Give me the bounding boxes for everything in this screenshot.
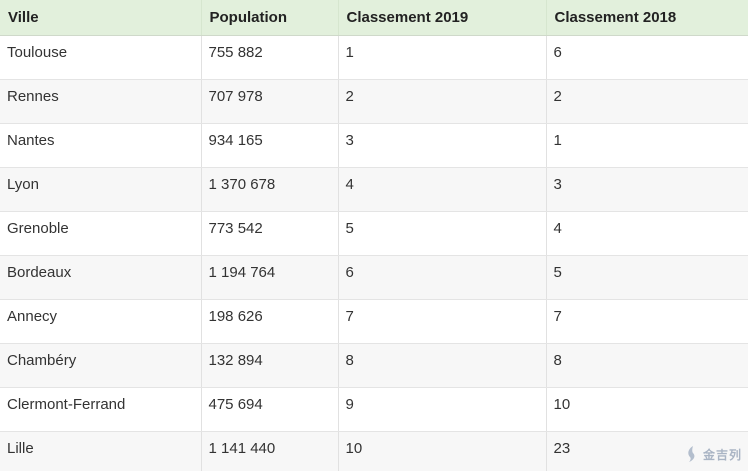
cell-classement-2019: 10 bbox=[338, 431, 547, 471]
cell-ville: Nantes bbox=[0, 123, 202, 168]
table-row: Lyon 1 370 678 4 3 bbox=[0, 167, 748, 212]
cell-ville: Chambéry bbox=[0, 343, 202, 388]
cell-population: 934 165 bbox=[201, 123, 339, 168]
cell-classement-2018: 4 bbox=[546, 211, 748, 256]
table-row: Annecy 198 626 7 7 bbox=[0, 299, 748, 344]
cell-population: 132 894 bbox=[201, 343, 339, 388]
logo-mark-icon bbox=[684, 445, 700, 463]
table-row: Nantes 934 165 3 1 bbox=[0, 123, 748, 168]
cell-classement-2018: 1 bbox=[546, 123, 748, 168]
header-ville: Ville bbox=[0, 0, 202, 36]
cell-population: 475 694 bbox=[201, 387, 339, 432]
cell-classement-2019: 2 bbox=[338, 79, 547, 124]
cell-ville: Grenoble bbox=[0, 211, 202, 256]
cell-ville: Toulouse bbox=[0, 35, 202, 80]
cell-ville: Annecy bbox=[0, 299, 202, 344]
header-classement-2018: Classement 2018 bbox=[546, 0, 748, 36]
cell-classement-2019: 5 bbox=[338, 211, 547, 256]
table-header-row: Ville Population Classement 2019 Classem… bbox=[0, 0, 748, 36]
cell-ville: Lille bbox=[0, 431, 202, 471]
cell-classement-2018: 2 bbox=[546, 79, 748, 124]
cell-population: 1 194 764 bbox=[201, 255, 339, 300]
cell-classement-2019: 8 bbox=[338, 343, 547, 388]
cell-ville: Lyon bbox=[0, 167, 202, 212]
watermark: 金吉列 bbox=[684, 445, 742, 463]
cell-population: 773 542 bbox=[201, 211, 339, 256]
table-row: Lille 1 141 440 10 23 bbox=[0, 431, 748, 471]
cell-classement-2018: 5 bbox=[546, 255, 748, 300]
cell-classement-2019: 4 bbox=[338, 167, 547, 212]
cell-classement-2019: 1 bbox=[338, 35, 547, 80]
cell-classement-2018: 8 bbox=[546, 343, 748, 388]
cell-ville: Rennes bbox=[0, 79, 202, 124]
cell-classement-2018: 6 bbox=[546, 35, 748, 80]
cell-classement-2019: 3 bbox=[338, 123, 547, 168]
header-population: Population bbox=[201, 0, 339, 36]
cell-classement-2018: 7 bbox=[546, 299, 748, 344]
cell-population: 1 370 678 bbox=[201, 167, 339, 212]
cell-population: 1 141 440 bbox=[201, 431, 339, 471]
table-row: Chambéry 132 894 8 8 bbox=[0, 343, 748, 388]
cell-population: 198 626 bbox=[201, 299, 339, 344]
cell-classement-2018: 3 bbox=[546, 167, 748, 212]
cell-classement-2018: 23 bbox=[546, 431, 748, 471]
cell-ville: Clermont-Ferrand bbox=[0, 387, 202, 432]
cell-classement-2019: 9 bbox=[338, 387, 547, 432]
table-row: Rennes 707 978 2 2 bbox=[0, 79, 748, 124]
cell-population: 755 882 bbox=[201, 35, 339, 80]
cell-population: 707 978 bbox=[201, 79, 339, 124]
watermark-text: 金吉列 bbox=[702, 447, 742, 462]
table-row: Toulouse 755 882 1 6 bbox=[0, 35, 748, 80]
cell-classement-2018: 10 bbox=[546, 387, 748, 432]
cell-classement-2019: 6 bbox=[338, 255, 547, 300]
table-row: Grenoble 773 542 5 4 bbox=[0, 211, 748, 256]
cell-classement-2019: 7 bbox=[338, 299, 547, 344]
table-row: Bordeaux 1 194 764 6 5 bbox=[0, 255, 748, 300]
table-row: Clermont-Ferrand 475 694 9 10 bbox=[0, 387, 748, 432]
header-classement-2019: Classement 2019 bbox=[338, 0, 547, 36]
cell-ville: Bordeaux bbox=[0, 255, 202, 300]
